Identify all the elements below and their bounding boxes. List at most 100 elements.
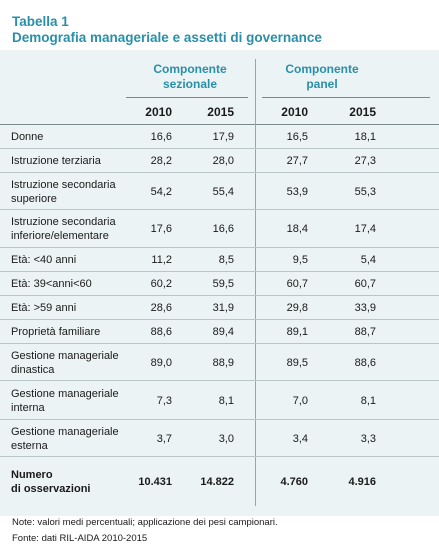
row-label: Istruzione secondaria superiore [11, 178, 116, 206]
row-separator [0, 271, 439, 272]
row-label: Istruzione secondaria inferiore/elementar… [11, 215, 116, 243]
row-separator [0, 380, 439, 381]
table-cell: 28,0 [212, 155, 234, 167]
table-cell: 60,7 [286, 278, 308, 290]
table-cell: 55,4 [212, 185, 234, 198]
table-cell: 10.431 [138, 475, 172, 488]
table-cell: 3,3 [360, 432, 376, 445]
row-separator [0, 172, 439, 173]
table-row: Gestione manageriale interna 7,3 8,1 7,0 8,1 [0, 381, 439, 420]
table-cell: 89,5 [286, 356, 308, 369]
table-cell: 60,2 [150, 278, 172, 290]
table-cell: 89,4 [212, 326, 234, 338]
table-row: Età: <40 anni 11,2 8,5 9,5 5,4 [0, 248, 439, 272]
row-label-line: Età: >59 anni [11, 302, 77, 314]
row-label-line: Età: 39<anni<60 [11, 278, 92, 290]
table-cell: 16,6 [150, 130, 172, 143]
row-label-line: Proprietà familiare [11, 326, 101, 338]
row-label-line: Numero [11, 468, 53, 481]
row-label-line: di osservazioni [11, 482, 91, 495]
table-cell: 28,6 [150, 302, 172, 314]
row-label-line: Istruzione secondaria [11, 178, 116, 191]
table-cell: 27,7 [286, 155, 308, 167]
table-cell: 8,1 [218, 394, 234, 407]
table-cell: 17,6 [150, 223, 172, 235]
row-label-line: Età: <40 anni [11, 254, 77, 266]
year-header: 2015 [349, 105, 376, 119]
row-separator [0, 209, 439, 210]
table-cell: 89,1 [286, 326, 308, 338]
group-header-sezionale: Componente sezionale [140, 62, 240, 92]
row-label: Gestione manageriale dinastica [11, 349, 119, 377]
year-header: 2015 [207, 105, 234, 119]
table-cell: 8,5 [218, 254, 234, 266]
table-cell: 14.822 [200, 475, 234, 488]
group-underline [126, 97, 248, 98]
table-cell: 53,9 [286, 185, 308, 198]
row-label: Donne [11, 130, 43, 144]
table-cell: 88,6 [354, 356, 376, 369]
table-number: Tabella 1 [12, 14, 69, 29]
table-cell: 18,4 [286, 223, 308, 235]
row-label: Età: 39<anni<60 [11, 277, 92, 291]
row-label-line: inferiore/elementare [11, 230, 109, 242]
row-separator [0, 343, 439, 344]
table-cell: 89,0 [150, 356, 172, 369]
group-header-line: panel [306, 77, 338, 91]
group-header-line: sezionale [162, 77, 218, 91]
table-caption: Demografia manageriale e assetti di gove… [12, 30, 322, 45]
row-label: Proprietà familiare [11, 325, 100, 339]
table-row: Istruzione secondaria inferiore/elementar… [0, 210, 439, 248]
row-label-line: Istruzione secondaria [11, 216, 116, 228]
table-cell: 11,2 [151, 254, 172, 266]
table-cell: 59,5 [212, 278, 234, 290]
table-cell: 4.916 [348, 475, 376, 488]
row-label: Numero di osservazioni [11, 468, 90, 496]
table-cell: 17,9 [212, 130, 234, 143]
table-row: Numero di osservazioni 10.431 14.822 4.760 4.… [0, 457, 439, 506]
table-cell: 9,5 [292, 254, 308, 266]
table-cell: 3,4 [292, 432, 308, 445]
table-cell: 18,1 [354, 130, 376, 143]
group-underline [262, 97, 430, 98]
table-cell: 16,6 [212, 223, 234, 235]
table-cell: 88,9 [212, 356, 234, 369]
table-cell: 60,7 [354, 278, 376, 290]
table-source: Fonte: dati RIL-AIDA 2010-2015 [12, 533, 148, 544]
row-separator [0, 295, 439, 296]
row-label: Gestione manageriale interna [11, 387, 119, 415]
column-separator [255, 59, 256, 506]
table-cell: 28,2 [150, 155, 172, 167]
table-cell: 88,7 [354, 326, 376, 338]
table-cell: 3,7 [156, 432, 172, 445]
row-separator [0, 148, 439, 149]
table-row: Età: >59 anni 28,6 31,9 29,8 33,9 [0, 296, 439, 320]
table-row: Proprietà familiare 88,6 89,4 89,1 88,7 [0, 320, 439, 344]
year-header: 2010 [145, 105, 172, 119]
table-row: Istruzione terziaria 28,2 28,0 27,7 27,3 [0, 149, 439, 173]
table-cell: 29,8 [286, 302, 308, 314]
row-label-line: esterna [11, 439, 48, 452]
group-header-panel: Componente panel [272, 62, 372, 92]
row-label: Età: <40 anni [11, 253, 76, 267]
table-row: Donne 16,6 17,9 16,5 18,1 [0, 124, 439, 149]
table-cell: 5,4 [360, 254, 376, 266]
group-header-line: Componente [153, 62, 227, 76]
row-label-line: Istruzione terziaria [11, 155, 101, 167]
table-title: Tabella 1 Demografia manageriale e asset… [12, 14, 322, 46]
table-cell: 8,1 [360, 394, 376, 407]
row-label-line: Gestione manageriale [11, 425, 119, 438]
table-row: Gestione manageriale esterna 3,7 3,0 3,4 3,3 [0, 420, 439, 457]
table-note: Note: valori medi percentuali; applicazi… [12, 517, 278, 528]
row-label: Età: >59 anni [11, 301, 76, 315]
table-row: Età: 39<anni<60 60,2 59,5 60,7 60,7 [0, 272, 439, 296]
table-cell: 54,2 [150, 185, 172, 198]
table-cell: 55,3 [354, 185, 376, 198]
table-cell: 16,5 [286, 130, 308, 143]
row-separator [0, 319, 439, 320]
row-separator [0, 456, 439, 457]
table-cell: 17,4 [354, 223, 376, 235]
row-label: Istruzione terziaria [11, 154, 101, 168]
row-label-line: superiore [11, 192, 57, 205]
